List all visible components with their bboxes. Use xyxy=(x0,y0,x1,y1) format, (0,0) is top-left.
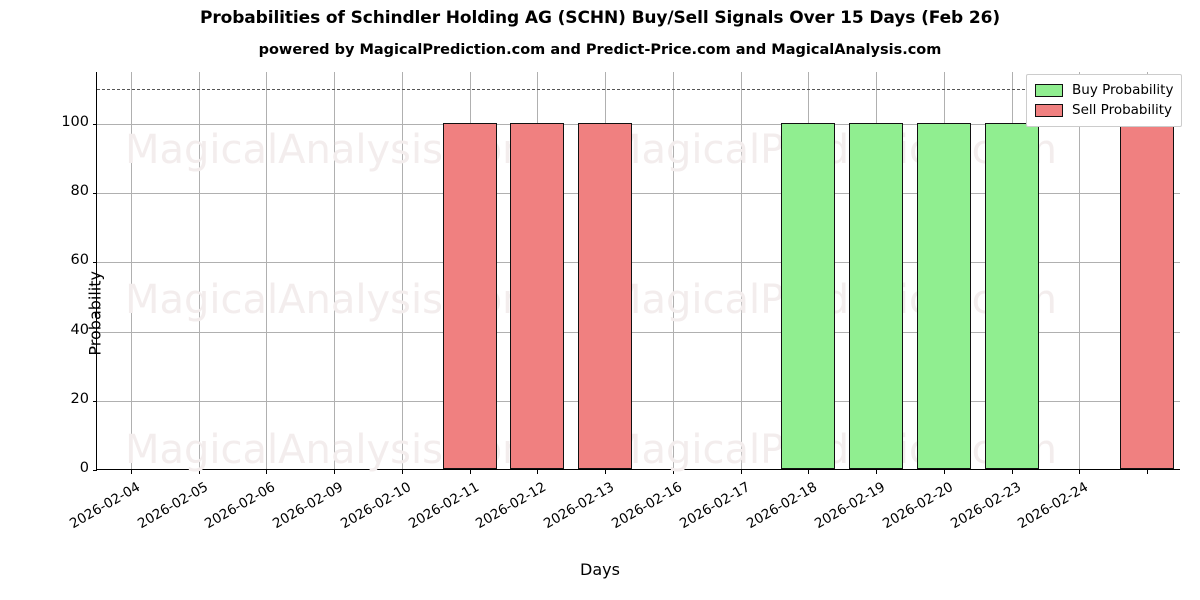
chart-bar[interactable] xyxy=(442,122,497,469)
chart-bar[interactable] xyxy=(1120,122,1175,469)
legend-label-buy: Buy Probability xyxy=(1072,82,1174,98)
legend-label-sell: Sell Probability xyxy=(1072,102,1173,118)
gridline-vertical xyxy=(334,72,336,469)
gridline-vertical xyxy=(130,72,132,469)
y-tick-label: 80 xyxy=(70,183,89,200)
y-tick-label: 0 xyxy=(79,460,89,476)
gridline-vertical xyxy=(740,72,742,469)
gridline-vertical xyxy=(1079,72,1081,469)
y-axis-label: Probability xyxy=(85,270,105,356)
chart-title: Probabilities of Schindler Holding AG (S… xyxy=(199,8,1001,28)
x-tick-mark xyxy=(334,470,336,474)
chart-bar[interactable] xyxy=(578,122,633,469)
gridline-horizontal xyxy=(97,400,1180,402)
x-tick-mark xyxy=(198,470,200,474)
plot-area: 0 20 40 60 80 100 2026-02-04 2026-02-05 2026-02-… xyxy=(61,72,1180,532)
gridline-horizontal xyxy=(97,123,1180,125)
x-tick-mark xyxy=(1147,470,1149,474)
gridline-horizontal xyxy=(97,470,1180,471)
x-tick-mark xyxy=(401,470,403,474)
gridline-vertical xyxy=(198,72,200,469)
x-tick-mark xyxy=(605,470,607,474)
legend-swatch-sell xyxy=(1035,103,1063,117)
y-tick-mark xyxy=(93,123,97,125)
x-tick-mark xyxy=(266,470,268,474)
y-tick-label: 20 xyxy=(70,390,89,407)
chart-bar[interactable] xyxy=(510,122,565,469)
chart-legend: Buy Probability Sell Probability xyxy=(1026,74,1183,127)
x-axis-label: Days xyxy=(580,560,620,579)
y-tick-mark xyxy=(93,193,97,195)
gridline-vertical xyxy=(266,72,268,469)
x-tick-mark xyxy=(1011,470,1013,474)
gridline-horizontal xyxy=(97,331,1180,333)
plot-inner: 0 20 40 60 80 100 2026-02-04 2026-02-05 2026-02-… xyxy=(61,72,1180,532)
y-tick-mark xyxy=(93,470,97,471)
chart-bar[interactable] xyxy=(984,122,1039,469)
x-tick-mark xyxy=(672,470,674,474)
x-tick-mark xyxy=(537,470,539,474)
y-tick-label: 60 xyxy=(70,252,89,269)
chart-bar[interactable] xyxy=(916,122,971,469)
y-tick-label: 40 xyxy=(70,321,89,338)
gridline-vertical xyxy=(672,72,674,469)
chart-bar[interactable] xyxy=(849,122,904,469)
x-tick-mark xyxy=(1079,470,1081,474)
gridline-vertical xyxy=(401,72,403,469)
y-tick-label: 100 xyxy=(61,113,89,130)
x-tick-mark xyxy=(469,470,471,474)
y-tick-mark xyxy=(93,262,97,264)
chart-bar[interactable] xyxy=(781,122,836,469)
gridline-horizontal xyxy=(97,262,1180,264)
chart-subtitle: powered by MagicalPrediction.com and Pre… xyxy=(258,42,942,58)
x-tick-mark xyxy=(943,470,945,474)
x-tick-mark xyxy=(130,470,132,474)
legend-item-sell[interactable]: Sell Probability xyxy=(1035,100,1173,120)
gridline-horizontal xyxy=(97,193,1180,195)
threshold-dashed-line xyxy=(97,89,1180,91)
legend-item-buy[interactable]: Buy Probability xyxy=(1035,80,1173,100)
x-tick-mark xyxy=(876,470,878,474)
x-tick-mark xyxy=(740,470,742,474)
y-tick-mark xyxy=(93,331,97,333)
y-tick-mark xyxy=(93,400,97,402)
legend-swatch-buy xyxy=(1035,83,1063,97)
x-tick-mark xyxy=(808,470,810,474)
